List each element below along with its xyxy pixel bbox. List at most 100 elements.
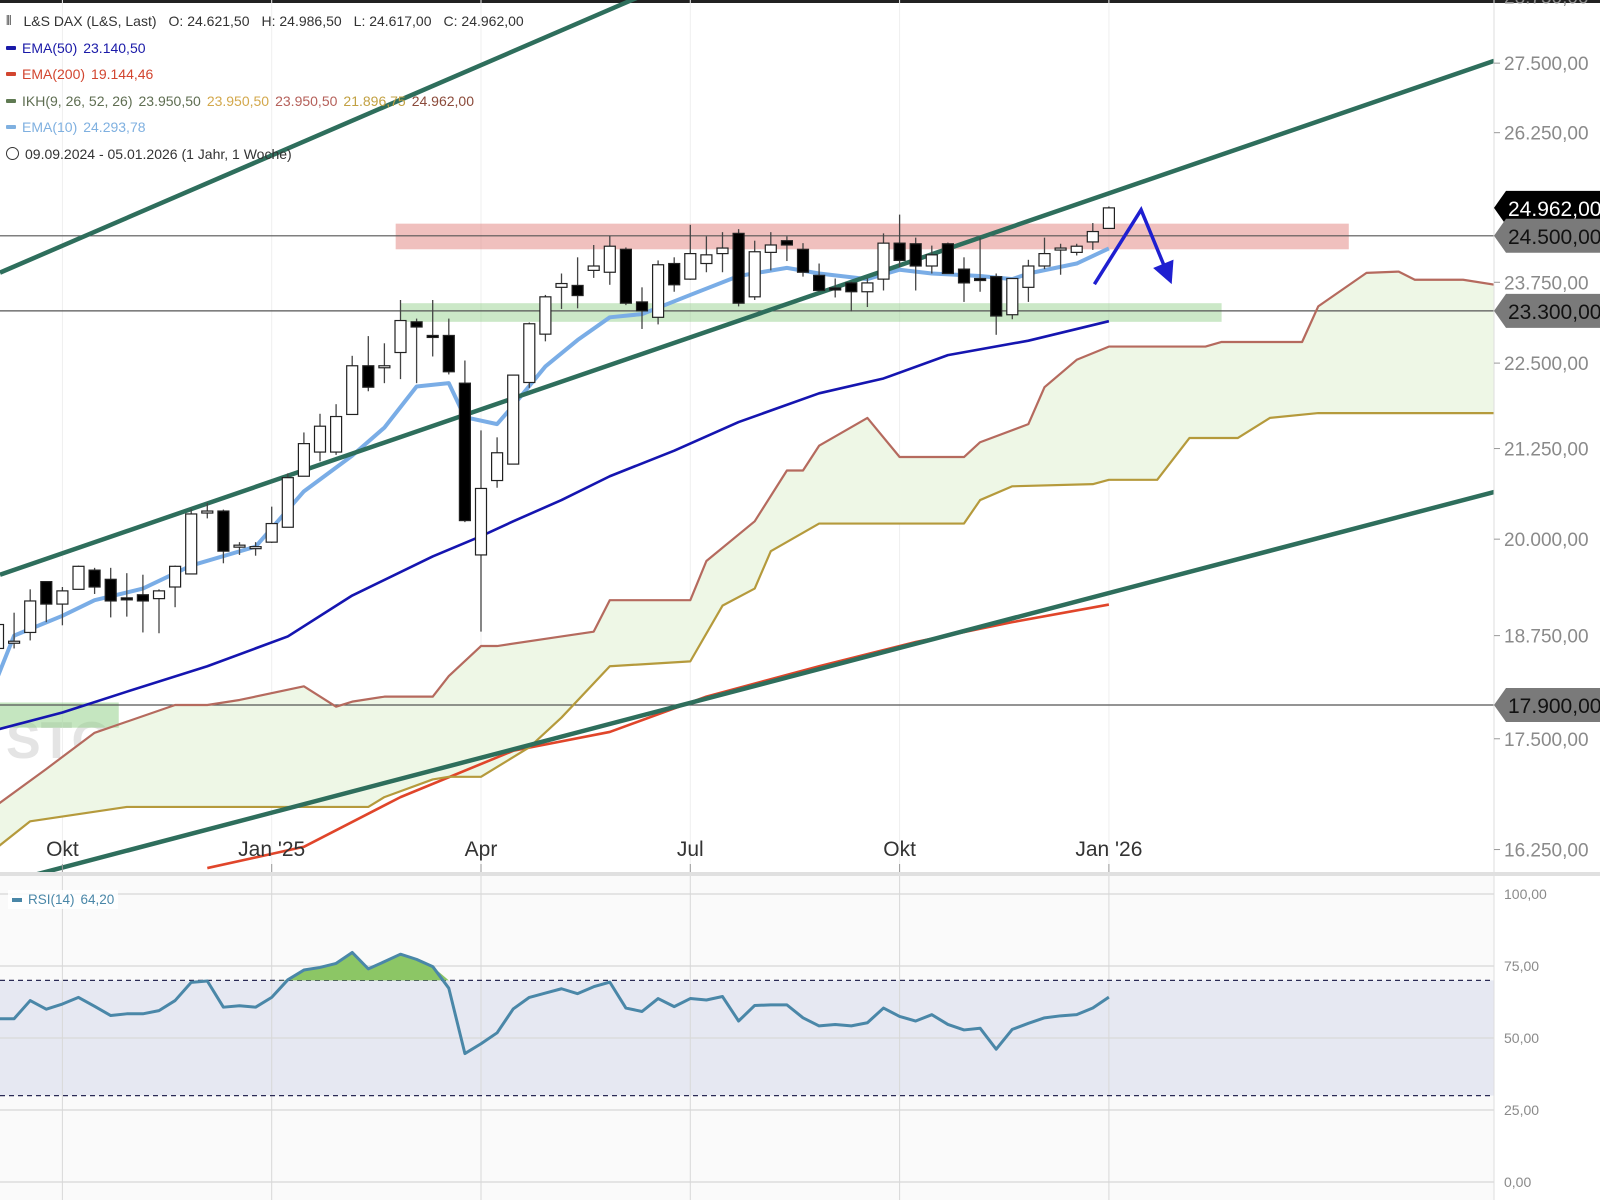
- support-zone[interactable]: [400, 303, 1222, 322]
- candle[interactable]: [748, 240, 761, 301]
- candle[interactable]: [24, 589, 37, 641]
- candle[interactable]: [700, 236, 713, 273]
- candle[interactable]: [571, 257, 584, 309]
- candle[interactable]: [233, 542, 246, 555]
- legend-ikh[interactable]: IKH(9, 26, 52, 26) 23.950,50 23.950,50 2…: [6, 88, 530, 115]
- candle[interactable]: [1038, 237, 1051, 270]
- candle[interactable]: [72, 565, 85, 590]
- candle[interactable]: [185, 508, 198, 575]
- candle[interactable]: [507, 374, 520, 465]
- candle[interactable]: [40, 581, 53, 623]
- candle[interactable]: [281, 473, 294, 528]
- candle[interactable]: [1006, 277, 1019, 320]
- candle[interactable]: [1102, 206, 1116, 230]
- candle[interactable]: [120, 573, 133, 617]
- candle[interactable]: [603, 235, 616, 285]
- candle[interactable]: [297, 432, 310, 477]
- candle[interactable]: [925, 245, 938, 274]
- candle-body-up: [925, 254, 938, 267]
- candle[interactable]: [845, 281, 858, 312]
- candle[interactable]: [651, 260, 665, 325]
- candle[interactable]: [668, 257, 681, 292]
- trendline-middle-channel[interactable]: [0, 58, 1494, 577]
- candle[interactable]: [8, 612, 21, 649]
- resistance-zone[interactable]: [395, 223, 1349, 250]
- candle[interactable]: [426, 300, 439, 357]
- candle[interactable]: [458, 360, 471, 523]
- candle[interactable]: [152, 589, 166, 634]
- candle[interactable]: [362, 336, 375, 392]
- ikh-senkou-span-bline[interactable]: [0, 411, 1495, 847]
- candle[interactable]: [587, 244, 600, 278]
- candle[interactable]: [764, 232, 777, 271]
- candle[interactable]: [378, 343, 391, 384]
- candle[interactable]: [812, 263, 826, 292]
- candle[interactable]: [539, 294, 552, 342]
- candle[interactable]: [829, 278, 842, 298]
- candle[interactable]: [732, 229, 745, 307]
- instrument-title[interactable]: L&S DAX (L&S, Last): [23, 13, 157, 29]
- candle[interactable]: [491, 437, 504, 488]
- ikh-senkou-span-aline[interactable]: [0, 270, 1495, 805]
- legend-ema10[interactable]: EMA(10) 24.293,78: [6, 114, 530, 141]
- candlestick-icon[interactable]: ⫴: [6, 13, 12, 28]
- candle[interactable]: [201, 502, 214, 519]
- candle[interactable]: [973, 237, 987, 292]
- candle[interactable]: [249, 542, 262, 556]
- trendline-lower-channel[interactable]: [0, 489, 1494, 884]
- candle[interactable]: [346, 355, 359, 416]
- candle[interactable]: [442, 318, 455, 375]
- candle-body-up: [8, 640, 21, 644]
- legend-ema200[interactable]: EMA(200) 19.144,46: [6, 61, 530, 88]
- candle[interactable]: [88, 567, 101, 594]
- candle[interactable]: [1086, 223, 1099, 250]
- candle[interactable]: [909, 237, 922, 291]
- trendline-upper-channel[interactable]: [0, 0, 1494, 275]
- candle-body-up: [378, 365, 391, 369]
- candle[interactable]: [893, 214, 906, 268]
- ema200-swatch: [6, 72, 16, 77]
- candle[interactable]: [1022, 259, 1035, 302]
- price-flag: 17.900,00: [1494, 687, 1600, 722]
- candle[interactable]: [635, 287, 649, 329]
- candle[interactable]: [474, 430, 488, 632]
- projection-arrow-line[interactable]: [1092, 205, 1168, 286]
- candle[interactable]: [877, 233, 890, 291]
- candle[interactable]: [990, 273, 1003, 335]
- legend-date-range[interactable]: 09.09.2024 - 05.01.2026 (1 Jahr, 1 Woche…: [6, 141, 530, 168]
- rsi-tick-label: 100,00: [1504, 886, 1547, 902]
- price-flag: 24.500,00: [1494, 218, 1600, 253]
- ichimoku-cloud: [0, 271, 1494, 846]
- candle[interactable]: [104, 567, 117, 618]
- candle[interactable]: [330, 404, 343, 455]
- candle[interactable]: [56, 587, 69, 626]
- rsi-line[interactable]: [0, 950, 1110, 1056]
- candle[interactable]: [1054, 243, 1067, 275]
- candle[interactable]: [313, 413, 327, 462]
- legend-instrument-row: ⫴ L&S DAX (L&S, Last) O: 24.621,50 H: 24…: [6, 8, 530, 35]
- candle-body-up: [313, 425, 327, 453]
- legend-ema50[interactable]: EMA(50) 23.140,50: [6, 35, 530, 62]
- candle[interactable]: [861, 278, 874, 308]
- rsi-legend[interactable]: RSI(14) 64,20: [8, 890, 119, 909]
- candle[interactable]: [1070, 243, 1083, 256]
- candle[interactable]: [523, 322, 536, 388]
- candle[interactable]: [169, 565, 182, 608]
- candle[interactable]: [780, 236, 794, 262]
- candle[interactable]: [555, 273, 568, 309]
- candle[interactable]: [957, 257, 971, 302]
- candle[interactable]: [394, 300, 407, 380]
- candle[interactable]: [716, 232, 729, 273]
- ema-50-line[interactable]: [0, 319, 1110, 731]
- candle[interactable]: [0, 621, 5, 653]
- candle[interactable]: [619, 247, 633, 306]
- candle[interactable]: [941, 242, 955, 275]
- panel-separator[interactable]: [0, 872, 1600, 876]
- candle[interactable]: [410, 318, 423, 384]
- candle[interactable]: [796, 243, 810, 277]
- candle[interactable]: [136, 574, 149, 633]
- candle[interactable]: [684, 224, 697, 280]
- candle[interactable]: [265, 506, 278, 543]
- candle[interactable]: [217, 509, 230, 564]
